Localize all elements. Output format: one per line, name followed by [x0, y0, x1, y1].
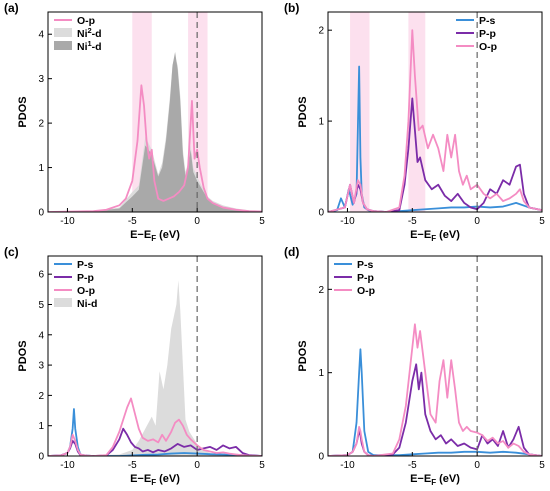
- highlight-band: [188, 12, 208, 212]
- y-tick-label: 0: [318, 452, 324, 463]
- legend-swatch: [54, 28, 72, 37]
- legend-label: O-p: [77, 15, 95, 27]
- y-tick-label: 5: [38, 300, 44, 311]
- y-tick-label: 2: [38, 119, 44, 130]
- panel-0: (a) -10 -5 0 5 0 1 2 3 4 E−EF (eV) PDOS O-pNi2-dNi1-…: [4, 1, 265, 243]
- legend-item: O-p: [54, 15, 95, 27]
- x-tick-label: 5: [259, 460, 265, 471]
- panel-label: (c): [4, 245, 19, 259]
- y-tick-label: 4: [38, 330, 44, 341]
- y-tick-label: 2: [38, 391, 44, 402]
- x-tick-label: 5: [259, 216, 265, 227]
- y-tick-label: 2: [318, 285, 324, 296]
- panel-1: (b) -10 -5 0 5 0 1 2 E−EF (eV) PDOS P-sP-pO-p: [284, 1, 545, 243]
- legend-item: P-p: [334, 272, 374, 284]
- plot-frame: [47, 11, 263, 213]
- legend-label: Ni1-d: [77, 39, 102, 53]
- plot-frame: [47, 255, 263, 457]
- legend-label: P-p: [357, 272, 374, 284]
- legend-item: P-s: [334, 259, 374, 271]
- legend-item: P-s: [54, 259, 94, 271]
- legend-item: Ni-d: [54, 298, 97, 310]
- x-tick-label: 0: [474, 216, 480, 227]
- series-o-p-line: [328, 29, 542, 212]
- x-tick-label: 0: [474, 460, 480, 471]
- legend-item: P-p: [456, 28, 496, 40]
- legend-swatch: [54, 298, 72, 307]
- legend-item: Ni2-d: [54, 26, 102, 40]
- x-axis-label: E−EF (eV): [410, 229, 460, 243]
- y-tick-label: 1: [318, 368, 324, 379]
- legend-label: P-s: [479, 15, 496, 27]
- legend-item: O-p: [456, 41, 497, 53]
- legend-item: O-p: [334, 285, 375, 297]
- x-axis-label: E−EF (eV): [410, 473, 460, 487]
- x-tick-label: -5: [408, 460, 417, 471]
- plot-frame: [327, 11, 543, 213]
- x-tick-label: -10: [340, 216, 355, 227]
- series-p-s-line: [328, 348, 542, 456]
- y-tick-label: 0: [38, 208, 44, 219]
- panel-3: (d) -10 -5 0 5 0 1 2 E−EF (eV) PDOS P-sP-pO-p: [284, 245, 545, 487]
- series-o-p-line: [48, 397, 262, 456]
- x-tick-label: -10: [340, 460, 355, 471]
- panel-2: (c) -10 -5 0 5 0 1 2 3 4 5 6 E−EF (eV) PDOS P-sP-pO-pN…: [4, 245, 265, 487]
- y-tick-label: 1: [38, 163, 44, 174]
- legend-label: O-p: [357, 285, 375, 297]
- legend-label: P-s: [357, 259, 374, 271]
- legend-label: Ni-d: [77, 298, 97, 310]
- legend-item: Ni1-d: [54, 39, 102, 53]
- panel-label: (a): [4, 1, 19, 15]
- y-axis-label: PDOS: [17, 340, 29, 371]
- panel-label: (b): [284, 1, 299, 15]
- y-axis-label: PDOS: [297, 96, 309, 127]
- y-axis-label: PDOS: [297, 340, 309, 371]
- x-tick-label: -5: [128, 460, 137, 471]
- x-tick-label: 0: [194, 216, 200, 227]
- y-tick-label: 1: [38, 421, 44, 432]
- x-tick-label: 5: [539, 216, 545, 227]
- legend-label: O-p: [77, 285, 95, 297]
- legend-label: Ni2-d: [77, 26, 102, 40]
- x-tick-label: -5: [408, 216, 417, 227]
- y-tick-label: 3: [38, 74, 44, 85]
- y-tick-label: 0: [38, 452, 44, 463]
- x-tick-label: 5: [539, 460, 545, 471]
- legend-item: O-p: [54, 285, 95, 297]
- y-tick-label: 1: [318, 117, 324, 128]
- series-o-p-line: [328, 323, 542, 456]
- legend-label: P-s: [77, 259, 94, 271]
- y-axis-label: PDOS: [17, 96, 29, 127]
- x-tick-label: -10: [60, 460, 75, 471]
- y-tick-label: 6: [38, 270, 44, 281]
- series-p-p-line: [328, 363, 542, 456]
- legend-item: P-p: [54, 272, 94, 284]
- legend-swatch: [54, 41, 72, 50]
- plot-frame: [327, 255, 543, 457]
- legend-label: O-p: [479, 41, 497, 53]
- y-tick-label: 3: [38, 361, 44, 372]
- legend-label: P-p: [77, 272, 94, 284]
- y-tick-label: 2: [318, 26, 324, 37]
- legend-item: P-s: [456, 15, 496, 27]
- y-tick-label: 4: [38, 30, 44, 41]
- panel-label: (d): [284, 245, 299, 259]
- x-tick-label: -5: [128, 216, 137, 227]
- x-tick-label: 0: [194, 460, 200, 471]
- y-tick-label: 0: [318, 208, 324, 219]
- x-tick-label: -10: [60, 216, 75, 227]
- series-o-p-line: [48, 84, 262, 212]
- legend-label: P-p: [479, 28, 496, 40]
- x-axis-label: E−EF (eV): [130, 229, 180, 243]
- x-axis-label: E−EF (eV): [130, 473, 180, 487]
